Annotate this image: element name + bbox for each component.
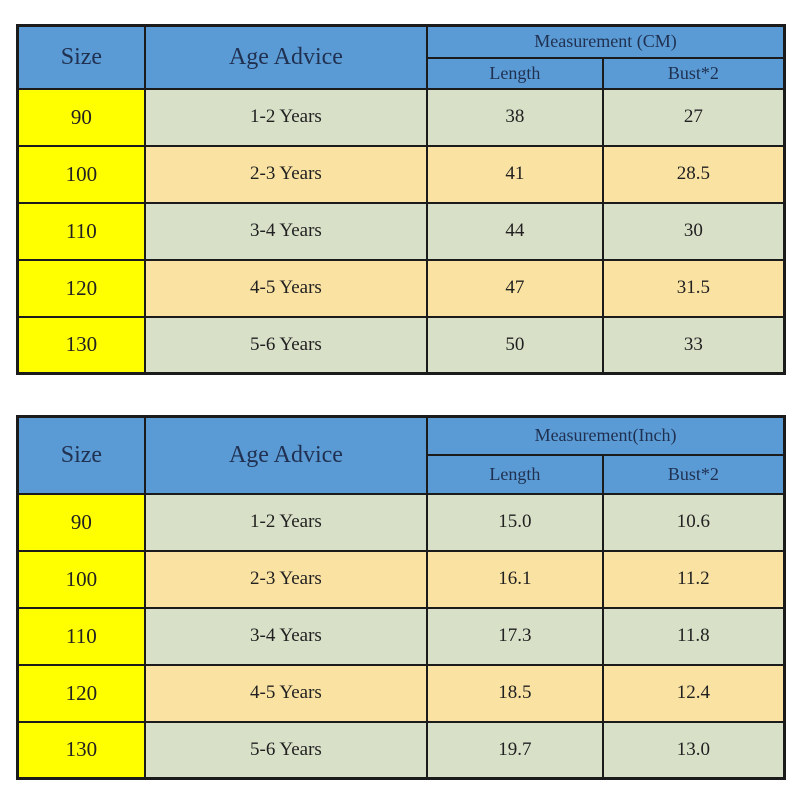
size-chart-cm-table: Size Age Advice Measurement (CM) Length … <box>16 24 786 375</box>
length-cell: 44 <box>426 201 604 261</box>
table-row: 130 5-6 Years 50 33 <box>16 315 786 375</box>
size-cell: 120 <box>16 663 146 723</box>
age-cell: 4-5 Years <box>143 258 429 318</box>
age-cell: 3-4 Years <box>143 606 429 666</box>
measurement-inch-header: Measurement(Inch) <box>426 415 786 456</box>
size-cell: 130 <box>16 720 146 780</box>
size-chart-inch-table: Size Age Advice Measurement(Inch) Length… <box>16 415 786 780</box>
length-cell: 15.0 <box>426 492 604 552</box>
bust-cell: 30 <box>601 201 786 261</box>
size-cell: 120 <box>16 258 146 318</box>
bust-column-header: Bust*2 <box>601 56 786 90</box>
size-column-header: Size <box>16 24 146 90</box>
size-cell: 110 <box>16 201 146 261</box>
table-row: 90 1-2 Years 15.0 10.6 <box>16 492 786 552</box>
table-row: 110 3-4 Years 17.3 11.8 <box>16 606 786 666</box>
bust-cell: 27 <box>601 87 786 147</box>
age-cell: 1-2 Years <box>143 492 429 552</box>
age-cell: 5-6 Years <box>143 720 429 780</box>
bust-cell: 13.0 <box>601 720 786 780</box>
bust-cell: 33 <box>601 315 786 375</box>
length-cell: 38 <box>426 87 604 147</box>
bust-cell: 31.5 <box>601 258 786 318</box>
age-cell: 1-2 Years <box>143 87 429 147</box>
age-cell: 2-3 Years <box>143 549 429 609</box>
bust-cell: 10.6 <box>601 492 786 552</box>
bust-cell: 12.4 <box>601 663 786 723</box>
table-row: 120 4-5 Years 47 31.5 <box>16 258 786 318</box>
table-row: 100 2-3 Years 16.1 11.2 <box>16 549 786 609</box>
size-cell: 100 <box>16 549 146 609</box>
measurement-cm-header: Measurement (CM) <box>426 24 786 59</box>
length-cell: 19.7 <box>426 720 604 780</box>
length-cell: 47 <box>426 258 604 318</box>
size-cell: 90 <box>16 87 146 147</box>
size-column-header: Size <box>16 415 146 495</box>
age-cell: 3-4 Years <box>143 201 429 261</box>
table-row: 90 1-2 Years 38 27 <box>16 87 786 147</box>
table-row: 110 3-4 Years 44 30 <box>16 201 786 261</box>
length-cell: 41 <box>426 144 604 204</box>
age-advice-column-header: Age Advice <box>143 24 429 90</box>
length-cell: 50 <box>426 315 604 375</box>
age-cell: 4-5 Years <box>143 663 429 723</box>
age-advice-column-header: Age Advice <box>143 415 429 495</box>
age-cell: 5-6 Years <box>143 315 429 375</box>
length-cell: 17.3 <box>426 606 604 666</box>
table-row: 130 5-6 Years 19.7 13.0 <box>16 720 786 780</box>
size-cell: 130 <box>16 315 146 375</box>
bust-cell: 11.8 <box>601 606 786 666</box>
length-cell: 16.1 <box>426 549 604 609</box>
bust-column-header: Bust*2 <box>601 453 786 495</box>
length-cell: 18.5 <box>426 663 604 723</box>
size-cell: 110 <box>16 606 146 666</box>
size-cell: 100 <box>16 144 146 204</box>
age-cell: 2-3 Years <box>143 144 429 204</box>
length-column-header: Length <box>426 453 604 495</box>
table-row: 100 2-3 Years 41 28.5 <box>16 144 786 204</box>
table-row: 120 4-5 Years 18.5 12.4 <box>16 663 786 723</box>
size-cell: 90 <box>16 492 146 552</box>
length-column-header: Length <box>426 56 604 90</box>
bust-cell: 28.5 <box>601 144 786 204</box>
bust-cell: 11.2 <box>601 549 786 609</box>
